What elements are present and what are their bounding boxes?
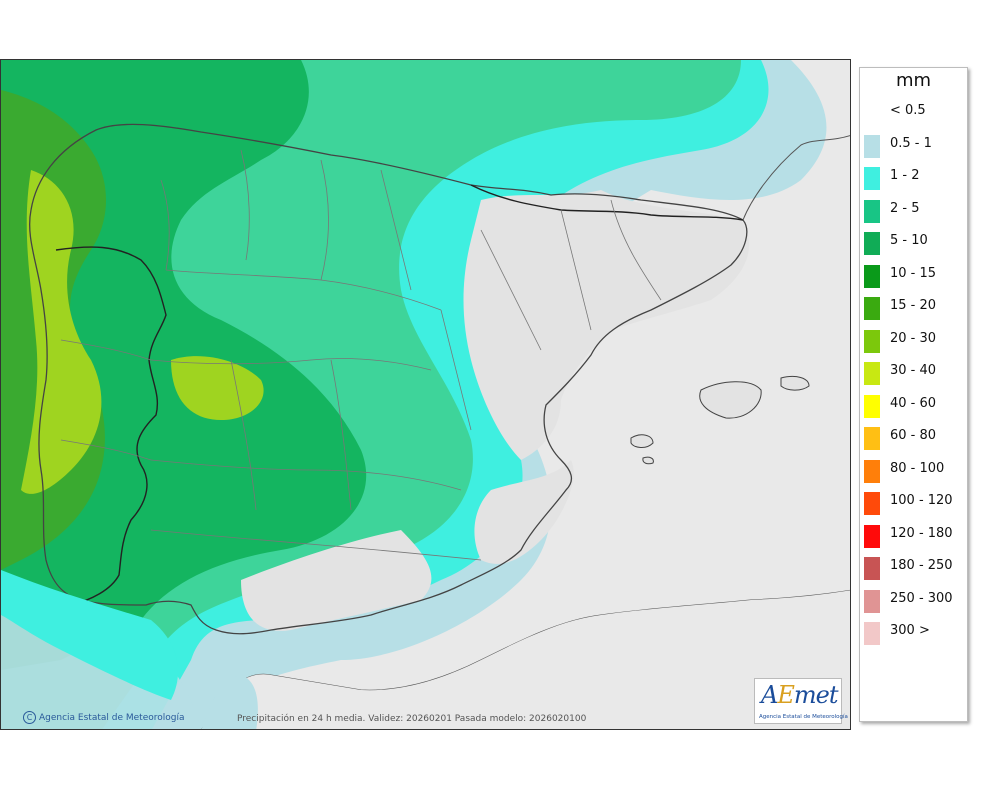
- legend-item: 60 - 80: [864, 423, 964, 450]
- legend-item: 20 - 30: [864, 326, 964, 353]
- legend-swatch: [864, 427, 880, 450]
- france-border: [470, 184, 744, 221]
- dry-area-east: [463, 190, 750, 460]
- agency-credit-text: Agencia Estatal de Meteorología: [39, 713, 185, 723]
- africa-land: [202, 590, 850, 729]
- legend-swatch: [864, 297, 880, 320]
- legend-item: 300 >: [864, 618, 964, 645]
- africa-precip: [201, 675, 258, 729]
- legend-swatch: [864, 199, 880, 223]
- legend-item: 15 - 20: [864, 293, 964, 320]
- legend-label: 2 - 5: [890, 200, 920, 216]
- formentera: [642, 456, 654, 465]
- legend-label: 120 - 180: [890, 525, 953, 541]
- legend-label: 300 >: [890, 623, 930, 638]
- legend-item: 40 - 60: [864, 391, 964, 418]
- legend-swatch: [864, 524, 880, 548]
- legend-item: 250 - 300: [864, 586, 964, 613]
- legend-swatch: [864, 134, 880, 158]
- legend-label: 20 - 30: [890, 330, 937, 346]
- iberian-peninsula-coast: [28, 123, 748, 635]
- precipitation-map[interactable]: C Agencia Estatal de Meteorología Precipi…: [0, 59, 851, 730]
- copyright-icon: C: [23, 711, 36, 724]
- legend-item: 1 - 2: [864, 163, 964, 190]
- dry-area-southeast: [474, 460, 574, 564]
- legend-item: 100 - 120: [864, 488, 964, 515]
- legend-swatch: [864, 492, 880, 515]
- legend-item: 30 - 40: [864, 358, 964, 385]
- legend-swatch: [864, 264, 880, 288]
- legend-label: 40 - 60: [890, 395, 937, 411]
- legend-swatch: [864, 459, 880, 483]
- legend-label: 30 - 40: [890, 363, 937, 378]
- legend-item: 10 - 15: [864, 261, 964, 288]
- legend-label: 0.5 - 1: [890, 135, 932, 151]
- legend-item: 0.5 - 1: [864, 131, 964, 158]
- legend-swatch: [864, 362, 880, 385]
- legend-swatch: [864, 102, 880, 125]
- regional-borders: [60, 149, 662, 561]
- legend-label: 60 - 80: [890, 428, 937, 443]
- validity-text: Precipitación en 24 h media. Validez: 20…: [237, 714, 587, 724]
- legend-label: < 0.5: [890, 103, 926, 118]
- portugal-border: [55, 246, 167, 606]
- mallorca: [699, 381, 762, 419]
- legend-item: 5 - 10: [864, 228, 964, 255]
- dry-area-south: [241, 530, 432, 631]
- legend-swatch: [864, 329, 880, 353]
- legend-label: 250 - 300: [890, 590, 953, 606]
- legend-label: 10 - 15: [890, 265, 937, 281]
- legend-label: 15 - 20: [890, 298, 937, 313]
- aemet-logo[interactable]: AEmet Agencia Estatal de Meteorología: [754, 678, 848, 724]
- legend-label: 1 - 2: [890, 168, 920, 183]
- legend-swatch: [864, 167, 880, 190]
- legend-item: 180 - 250: [864, 553, 964, 580]
- legend-swatch: [864, 232, 880, 255]
- legend-item: 80 - 100: [864, 456, 964, 483]
- aemet-logo-subtitle: Agencia Estatal de Meteorología: [759, 714, 848, 720]
- atlantic-cyan: [1, 570, 179, 700]
- legend-swatch: [864, 557, 880, 580]
- legend-label: 80 - 100: [890, 460, 945, 476]
- legend-unit: mm: [895, 70, 932, 91]
- map-canvas: [1, 60, 850, 729]
- legend-swatch: [864, 589, 880, 613]
- precipitation-legend: mm < 0.5 0.5 - 1 1 - 2 2 - 5 5 - 10 10 - 15 15…: [859, 67, 968, 722]
- france-coast: [742, 135, 850, 221]
- legend-label: 5 - 10: [890, 233, 928, 248]
- menorca: [780, 375, 810, 391]
- legend-swatch: [864, 394, 880, 418]
- precip-band-lime-2: [171, 356, 264, 420]
- aemet-logo-wordmark: AEmet: [761, 681, 838, 709]
- legend-label: 100 - 120: [890, 493, 953, 508]
- legend-swatch: [864, 622, 880, 645]
- ibiza: [630, 434, 654, 448]
- legend-item: < 0.5: [864, 98, 964, 122]
- agency-credit: C Agencia Estatal de Meteorología: [23, 711, 185, 724]
- legend-item: 120 - 180: [864, 521, 964, 548]
- legend-item: 2 - 5: [864, 196, 964, 223]
- legend-label: 180 - 250: [890, 558, 953, 573]
